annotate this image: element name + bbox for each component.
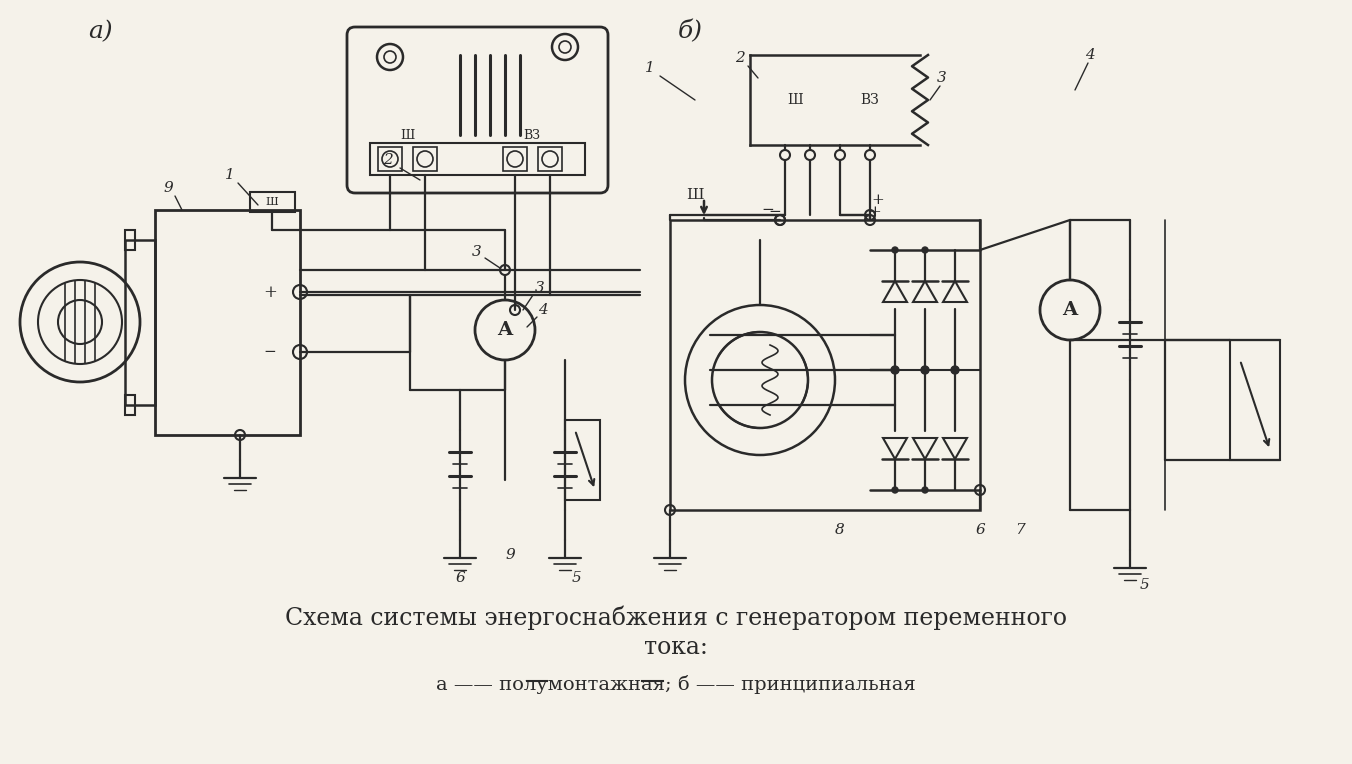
Text: 6: 6 [975, 523, 984, 537]
Text: а): а) [88, 21, 112, 44]
Circle shape [950, 366, 959, 374]
Bar [124, 240, 155, 405]
Circle shape [922, 247, 927, 253]
Text: −: − [761, 203, 775, 217]
Text: 3: 3 [535, 281, 545, 295]
Text: 9: 9 [164, 181, 173, 195]
Text: −: − [264, 345, 276, 359]
Bar [503, 147, 527, 171]
Circle shape [892, 247, 898, 253]
Bar [250, 192, 295, 212]
Text: 5: 5 [1140, 578, 1149, 592]
Text: б): б) [677, 21, 703, 44]
Text: Ш: Ш [787, 93, 803, 107]
Circle shape [921, 366, 929, 374]
Text: +: + [868, 205, 882, 219]
Text: Ш: Ш [265, 197, 279, 207]
Bar [155, 210, 300, 435]
Text: 3: 3 [937, 71, 946, 85]
Text: ВЗ: ВЗ [523, 128, 541, 141]
Bar [412, 147, 437, 171]
Bar [124, 230, 135, 250]
Text: 9: 9 [506, 548, 515, 562]
Text: Схема системы энергоснабжения с генератором переменного: Схема системы энергоснабжения с генерато… [285, 606, 1067, 630]
Circle shape [922, 487, 927, 493]
Text: +: + [264, 283, 277, 300]
Text: 1: 1 [226, 168, 235, 182]
Text: тока:: тока: [644, 636, 708, 659]
Bar [565, 420, 600, 500]
Text: 4: 4 [1086, 48, 1095, 62]
Text: 4: 4 [538, 303, 548, 317]
Circle shape [891, 366, 899, 374]
Bar [370, 143, 585, 175]
Bar [538, 147, 562, 171]
Text: а —— полумонтажная; б —— принципиальная: а —— полумонтажная; б —— принципиальная [437, 675, 915, 694]
Bar [1230, 340, 1280, 460]
Text: 3: 3 [472, 245, 481, 259]
Text: 6: 6 [456, 571, 465, 585]
Text: 5: 5 [572, 571, 581, 585]
Text: 7: 7 [1015, 523, 1025, 537]
Text: Ш: Ш [400, 128, 414, 141]
Text: ВЗ: ВЗ [861, 93, 879, 107]
Bar [379, 147, 402, 171]
Text: A: A [1063, 301, 1078, 319]
Text: −: − [769, 205, 781, 219]
Text: 8: 8 [836, 523, 845, 537]
Text: 1: 1 [645, 61, 654, 75]
Circle shape [892, 487, 898, 493]
Text: A: A [498, 321, 512, 339]
Bar [671, 220, 980, 510]
Text: Ш: Ш [687, 188, 704, 202]
Text: +: + [872, 193, 884, 207]
Text: 2: 2 [383, 153, 393, 167]
Bar [124, 395, 135, 415]
Text: 2: 2 [735, 51, 745, 65]
